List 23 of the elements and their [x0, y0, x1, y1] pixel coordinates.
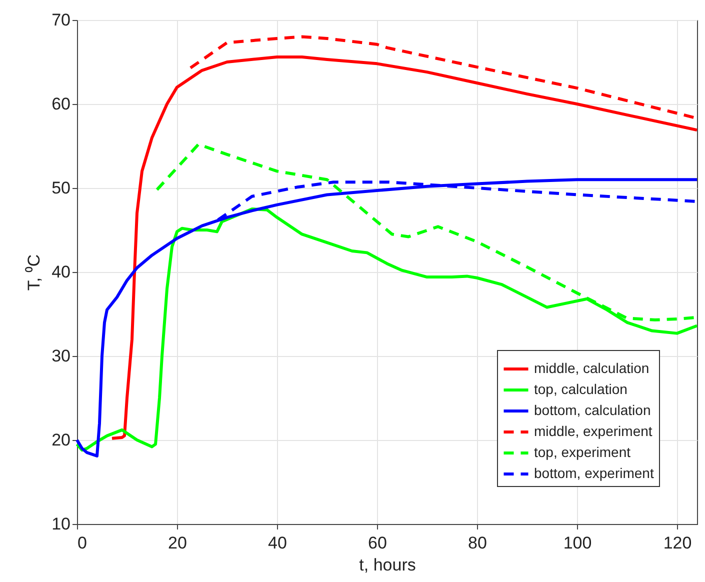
- x-tick-label: 20: [168, 534, 187, 552]
- line-series: [110, 55, 698, 440]
- y-tick-label: 60: [52, 94, 70, 114]
- y-tick-label: 40: [52, 262, 70, 282]
- legend-label: bottom, experiment: [534, 465, 654, 481]
- y-axis-title: T, ⁰C: [24, 254, 44, 291]
- legend-label: bottom, calculation: [534, 402, 651, 418]
- x-tick-label: 80: [468, 534, 487, 552]
- x-tick-label: 0: [78, 534, 87, 552]
- x-tick-label: 120: [663, 534, 692, 552]
- legend-label: middle, experiment: [534, 423, 652, 439]
- x-tick-label: 60: [368, 534, 387, 552]
- y-tick-label: 30: [52, 346, 70, 366]
- legend-label: middle, calculation: [534, 360, 650, 376]
- x-tick-label: 100: [563, 534, 592, 552]
- legend-label: top, experiment: [534, 444, 631, 460]
- legend-label: top, calculation: [534, 381, 628, 397]
- y-tick-label: 50: [52, 178, 70, 198]
- x-axis-title: t, hours: [359, 556, 416, 574]
- x-tick-label: 40: [268, 534, 287, 552]
- y-tick-label: 10: [52, 514, 70, 534]
- y-tick-label: 70: [52, 10, 70, 30]
- y-tick-label: 20: [52, 430, 70, 450]
